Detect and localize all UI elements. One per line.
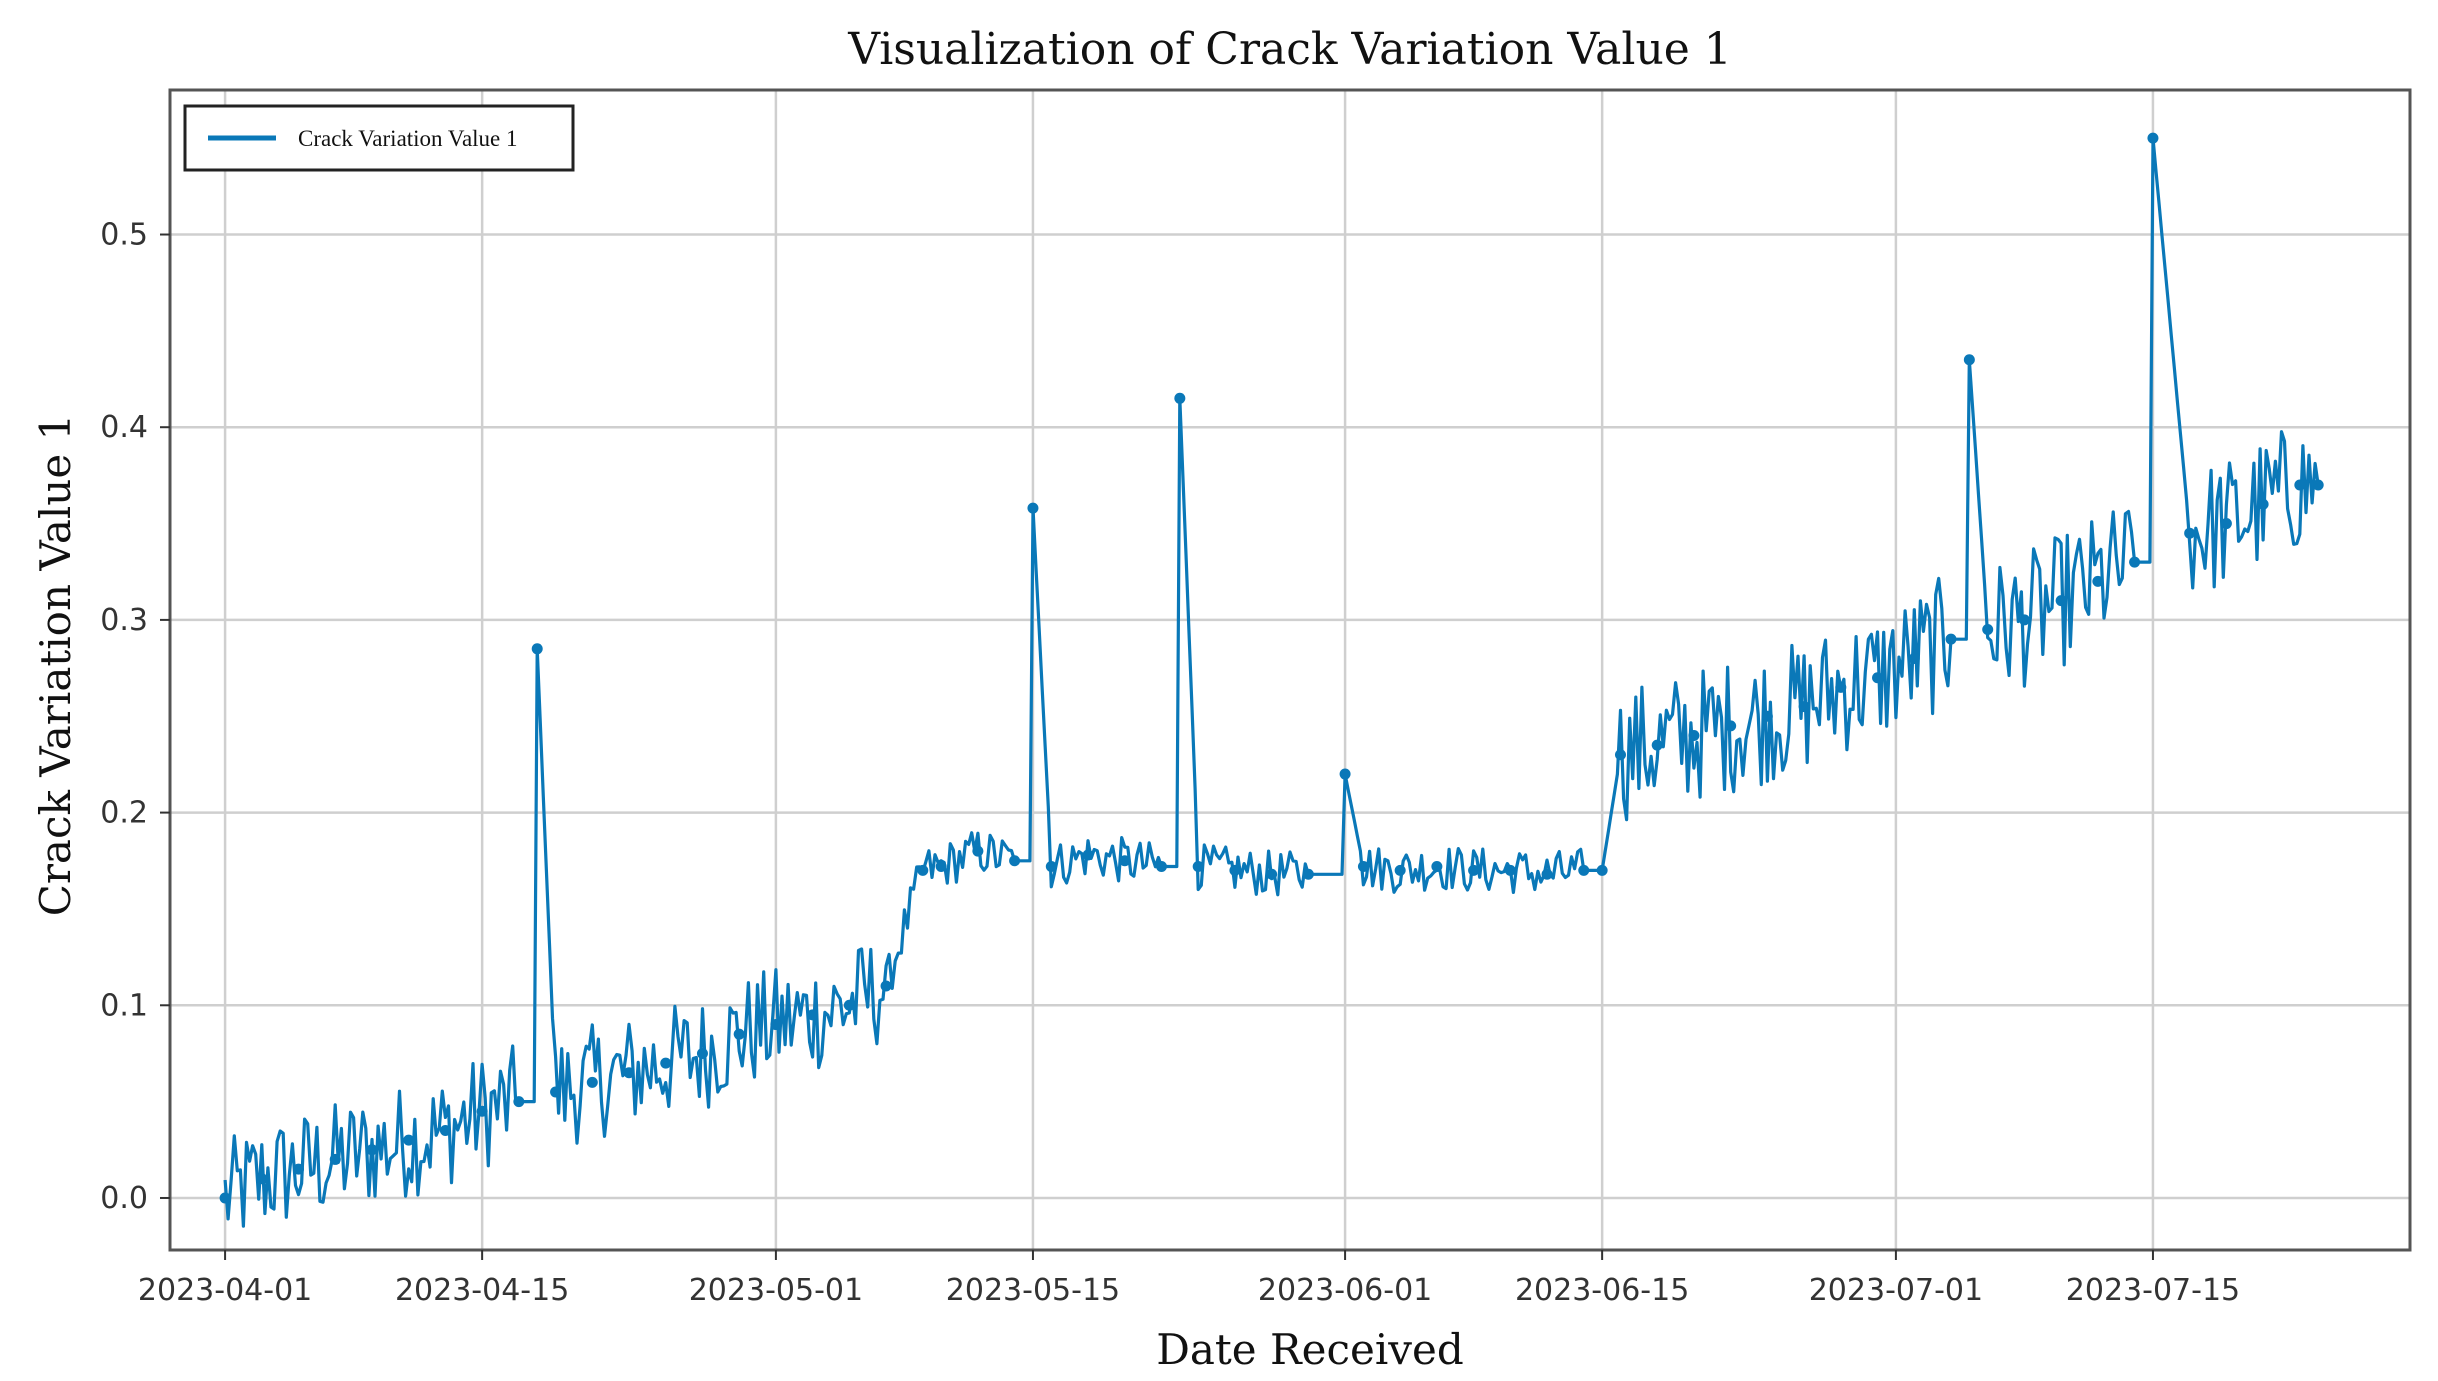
data-point: [1027, 502, 1039, 514]
data-point: [843, 999, 855, 1011]
data-point: [770, 1019, 782, 1031]
data-point: [2129, 556, 2141, 568]
data-point: [1045, 861, 1057, 873]
data-point: [1872, 672, 1884, 684]
data-point: [2257, 498, 2269, 510]
data-point: [1468, 864, 1480, 876]
x-tick-label: 2023-04-01: [138, 1273, 312, 1308]
data-point: [366, 1144, 378, 1156]
x-tick-label: 2023-07-15: [2066, 1273, 2240, 1308]
data-point: [1835, 681, 1847, 693]
data-point: [513, 1096, 525, 1108]
data-point: [917, 864, 929, 876]
data-point: [1963, 354, 1975, 366]
data-point: [256, 1173, 268, 1185]
data-point: [1155, 861, 1167, 873]
data-point: [1596, 864, 1608, 876]
data-point: [293, 1163, 305, 1175]
y-tick-label: 0.4: [100, 410, 148, 445]
data-point: [1174, 392, 1186, 404]
x-axis-title: Date Received: [1156, 1325, 1464, 1374]
data-point: [1614, 749, 1626, 761]
data-point: [2184, 527, 2196, 539]
data-point: [1357, 861, 1369, 873]
series-layer: [219, 132, 2324, 1228]
data-point: [1119, 855, 1131, 867]
data-point: [935, 861, 947, 873]
data-point: [2294, 479, 2306, 491]
data-point: [550, 1086, 562, 1098]
plot-frame: [168, 88, 2412, 1252]
data-point: [586, 1076, 598, 1088]
data-point: [1578, 864, 1590, 876]
data-point: [623, 1067, 635, 1079]
data-point: [219, 1192, 231, 1204]
data-point: [1982, 624, 1994, 636]
data-point: [1339, 768, 1351, 780]
data-point: [1651, 739, 1663, 751]
y-tick-label: 0.0: [100, 1181, 148, 1216]
x-tick-label: 2023-07-01: [1809, 1273, 1983, 1308]
data-point: [329, 1153, 341, 1165]
data-point: [1266, 868, 1278, 880]
data-point: [2220, 518, 2232, 530]
data-point: [2147, 132, 2159, 144]
data-point: [403, 1134, 415, 1146]
x-axis: 2023-04-01 2023-04-15 2023-05-01 2023-05-15…: [138, 1250, 2240, 1308]
data-point: [1394, 864, 1406, 876]
data-point: [1229, 864, 1241, 876]
data-point: [1761, 710, 1773, 722]
data-point: [439, 1125, 451, 1137]
y-tick-label: 0.5: [100, 218, 148, 253]
grid: [170, 90, 2410, 1250]
data-point: [2018, 614, 2030, 626]
y-tick-label: 0.1: [100, 988, 148, 1023]
data-point: [1009, 855, 1021, 867]
data-point: [807, 1009, 819, 1021]
y-tick-label: 0.3: [100, 603, 148, 638]
data-point: [1431, 861, 1443, 873]
data-point: [1504, 864, 1516, 876]
data-point: [1798, 701, 1810, 713]
data-point: [1908, 652, 1920, 664]
data-point: [733, 1028, 745, 1040]
data-point: [880, 980, 892, 992]
series-line: [223, 136, 2320, 1228]
data-point: [2312, 479, 2324, 491]
data-point: [1945, 633, 1957, 645]
y-tick-label: 0.2: [100, 796, 148, 831]
data-point: [1541, 868, 1553, 880]
y-axis: 0.0 0.1 0.2 0.3 0.4 0.5: [100, 218, 170, 1216]
x-tick-label: 2023-05-01: [689, 1273, 863, 1308]
data-point: [531, 643, 543, 655]
data-point: [1688, 730, 1700, 742]
data-point: [696, 1047, 708, 1059]
data-point: [1082, 849, 1094, 861]
y-axis-title: Crack Variation Value 1: [31, 414, 80, 917]
x-tick-label: 2023-06-15: [1515, 1273, 1689, 1308]
x-tick-label: 2023-06-01: [1258, 1273, 1432, 1308]
data-point: [660, 1057, 672, 1069]
chart-title: Visualization of Crack Variation Value 1: [847, 24, 1732, 75]
data-point: [2092, 575, 2104, 587]
data-point: [1192, 861, 1204, 873]
data-point: [972, 845, 984, 857]
x-tick-label: 2023-05-15: [946, 1273, 1120, 1308]
data-point: [1725, 720, 1737, 732]
data-point: [476, 1105, 488, 1117]
data-point: [2055, 595, 2067, 607]
legend-label: Crack Variation Value 1: [298, 126, 518, 151]
legend: Crack Variation Value 1: [183, 104, 575, 172]
data-point: [1302, 868, 1314, 880]
x-tick-label: 2023-04-15: [395, 1273, 569, 1308]
